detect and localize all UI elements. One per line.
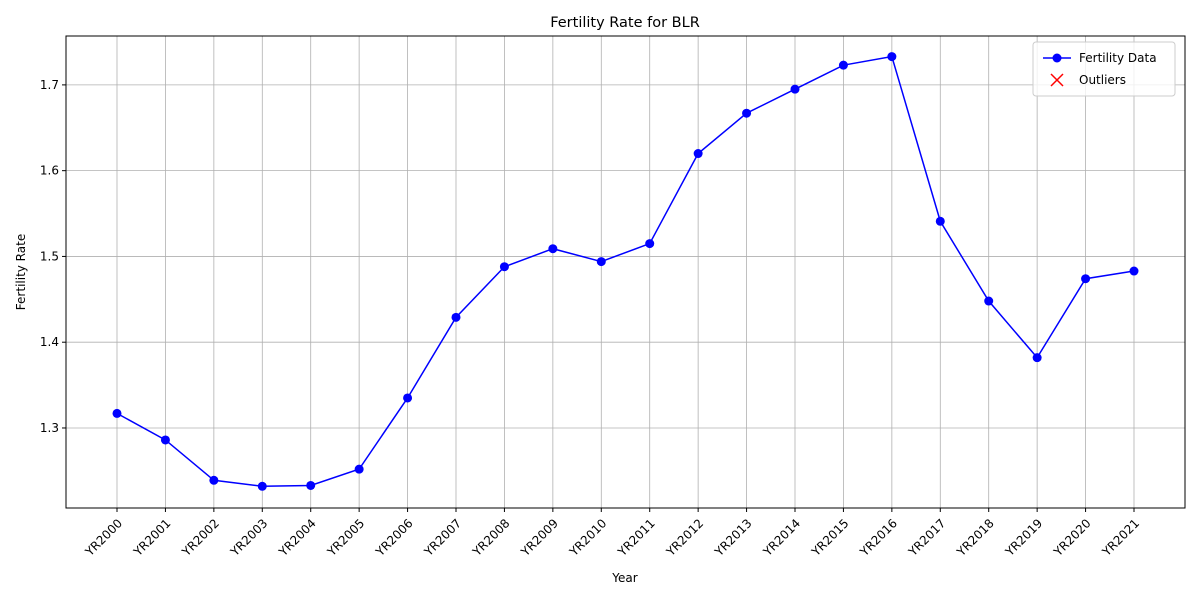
point (838, 60, 848, 70)
point (1129, 266, 1139, 276)
y-tick-label: 1.5 (40, 249, 59, 263)
legend-marker (1052, 53, 1062, 63)
point (645, 239, 655, 249)
point (548, 244, 558, 254)
point (306, 480, 316, 490)
point (499, 262, 509, 272)
point (257, 481, 267, 491)
point (451, 312, 461, 322)
point (209, 475, 219, 485)
legend: Fertility Data Outliers (1032, 41, 1176, 97)
point (160, 435, 170, 445)
y-tick-label: 1.4 (40, 335, 59, 349)
legend-marker (1050, 73, 1064, 87)
chart-title: Fertility Rate for BLR (550, 15, 700, 31)
y-axis-label: Fertility Rate (14, 234, 28, 310)
plot-frame (65, 35, 1186, 509)
y-tick-label: 1.3 (40, 421, 59, 435)
point (112, 408, 122, 418)
point (1032, 353, 1042, 363)
point (742, 108, 752, 118)
point (354, 464, 364, 474)
y-tick-label: 1.6 (40, 164, 59, 178)
point (596, 257, 606, 267)
legend-frame (1032, 41, 1176, 97)
series-line (116, 55, 1135, 488)
x-axis-label: Year (611, 571, 637, 585)
point (790, 84, 800, 94)
legend-label: Fertility Data (1079, 51, 1157, 65)
point (887, 52, 897, 62)
point (403, 393, 413, 403)
point (693, 149, 703, 159)
point (1081, 274, 1091, 284)
point (935, 216, 945, 226)
y-tick-label: 1.7 (40, 78, 59, 92)
legend-label: Outliers (1079, 73, 1126, 87)
point (984, 296, 994, 306)
